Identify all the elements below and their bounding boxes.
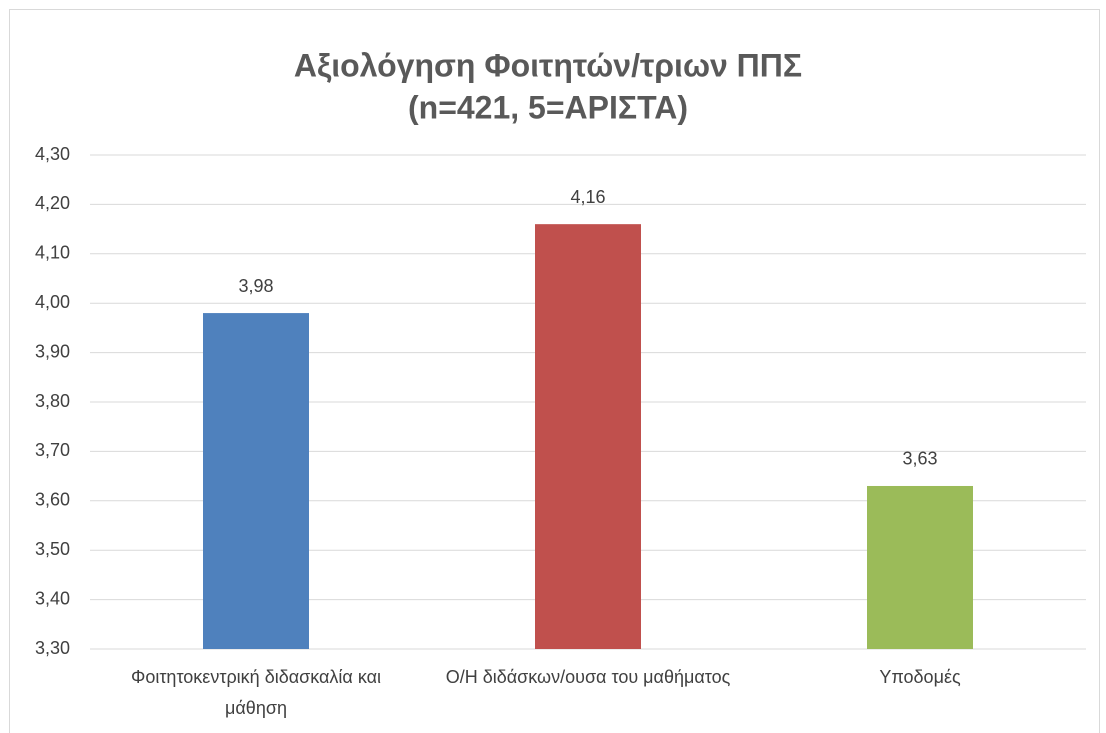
x-tick-label: Υποδομές bbox=[879, 667, 961, 687]
x-tick-label: Φοιτητοκεντρική διδασκαλία και μάθηση bbox=[130, 667, 382, 718]
y-tick-label: 3,30 bbox=[35, 638, 70, 658]
bar bbox=[203, 313, 309, 649]
y-tick-label: 3,40 bbox=[35, 588, 70, 608]
chart-title: Αξιολόγηση Φοιτητών/τριων ΠΠΣ bbox=[294, 47, 802, 83]
y-tick-label: 3,60 bbox=[35, 490, 70, 510]
y-tick-label: 3,80 bbox=[35, 391, 70, 411]
chart-title: (n=421, 5=ΑΡΙΣΤΑ) bbox=[408, 89, 688, 125]
y-tick-label: 4,20 bbox=[35, 193, 70, 213]
chart-border bbox=[9, 9, 1100, 733]
y-tick-label: 3,90 bbox=[35, 341, 70, 361]
data-label: 4,16 bbox=[570, 187, 605, 207]
bar bbox=[535, 224, 641, 649]
x-tick-label: Ο/Η διδάσκων/ουσα του μαθήματος bbox=[445, 667, 731, 687]
y-tick-label: 4,10 bbox=[35, 243, 70, 263]
y-tick-label: 3,50 bbox=[35, 539, 70, 559]
data-label: 3,98 bbox=[238, 276, 273, 296]
y-tick-label: 4,30 bbox=[35, 144, 70, 164]
data-label: 3,63 bbox=[902, 449, 937, 469]
y-tick-label: 4,00 bbox=[35, 292, 70, 312]
y-tick-label: 3,70 bbox=[35, 440, 70, 460]
bar bbox=[867, 485, 973, 649]
